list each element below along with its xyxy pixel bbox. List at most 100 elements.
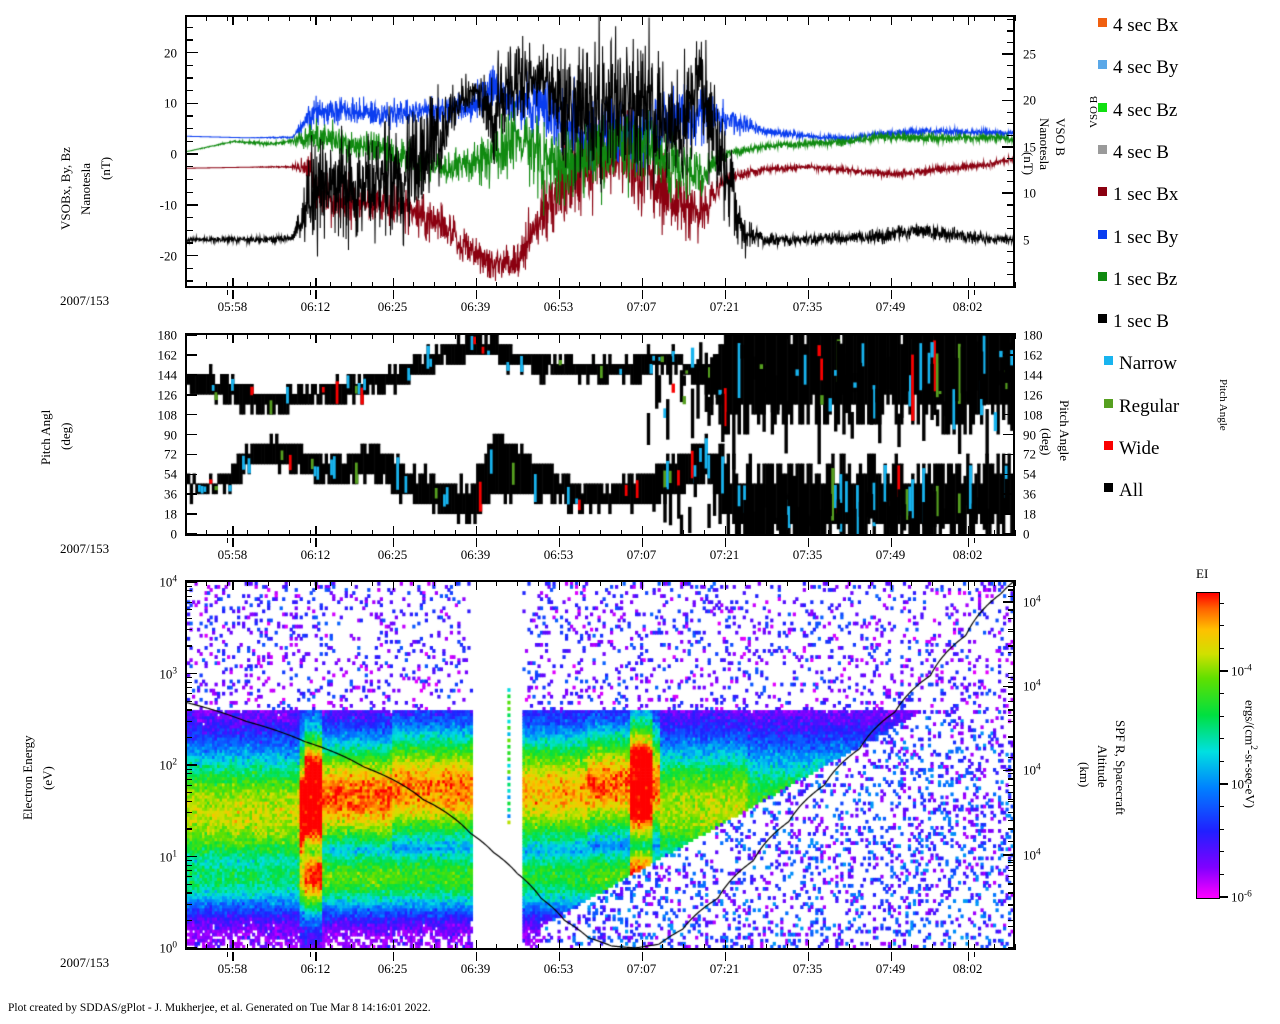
axis-tick <box>1008 773 1013 775</box>
legend-item-1-sec-bx[interactable]: 1 sec Bx <box>1098 185 1178 204</box>
axis-tick <box>247 580 249 586</box>
axis-tick <box>517 530 518 536</box>
axis-tick <box>869 333 871 339</box>
legend-item-label: Regular <box>1119 395 1180 417</box>
axis-tick <box>187 784 192 786</box>
axis-tick <box>1007 262 1013 264</box>
colorbar-gradient <box>1197 593 1219 898</box>
axis-tick <box>724 526 727 536</box>
axis-tick <box>187 617 192 619</box>
axis-tick <box>724 952 726 957</box>
axis-tick <box>952 580 954 586</box>
axis-tick <box>766 944 767 950</box>
pitch-left-tick-0: 0 <box>170 526 178 542</box>
axis-tick <box>187 581 197 583</box>
legend-item-label: 1 sec Bz <box>1113 268 1178 290</box>
colorbar-tick-1e-6: 10-6 <box>1231 889 1252 905</box>
axis-tick <box>1007 169 1013 171</box>
time-tick-label-06:25: 06:25 <box>377 299 408 314</box>
mag-left-tick-0: 0 <box>170 146 178 162</box>
axis-tick <box>232 333 235 343</box>
axis-tick <box>226 15 228 21</box>
axis-tick <box>247 530 249 536</box>
axis-tick <box>1008 715 1013 717</box>
axis-tick <box>226 538 228 543</box>
time-tick-label-06:39: 06:39 <box>460 961 491 976</box>
legend-item-4-sec-bz[interactable]: 4 sec Bz <box>1098 101 1177 120</box>
pitch-left-tick-54: 54 <box>164 466 177 482</box>
axis-tick <box>641 333 644 343</box>
axis-tick <box>579 282 581 288</box>
pitch-right-tick-0: 0 <box>1023 526 1030 542</box>
axis-tick <box>703 580 705 586</box>
axis-tick <box>807 952 809 957</box>
axis-tick <box>932 944 933 950</box>
axis-tick <box>413 333 415 339</box>
axis-tick <box>187 153 193 155</box>
axis-tick <box>1007 146 1013 148</box>
axis-tick <box>766 282 767 288</box>
axis-tick <box>187 800 192 802</box>
pitch-angle-plot-canvas <box>187 335 1013 534</box>
axis-tick <box>496 15 498 21</box>
axis-tick <box>232 538 234 547</box>
colorbar-title: EI <box>1196 566 1209 581</box>
axis-tick <box>187 687 192 689</box>
axis-tick <box>187 128 193 130</box>
axis-tick <box>1008 841 1013 843</box>
axis-tick <box>434 15 435 21</box>
axis-tick <box>1003 433 1013 436</box>
axis-tick <box>330 15 332 21</box>
axis-tick <box>187 720 192 722</box>
legend-item-1-sec-b[interactable]: 1 sec B <box>1098 312 1169 331</box>
legend-item-narrow[interactable]: Narrow <box>1104 354 1177 373</box>
time-tick-label-08:02: 08:02 <box>952 547 983 562</box>
axis-tick <box>1007 123 1013 125</box>
axis-tick <box>641 952 643 957</box>
pitch-left-tick-180: 180 <box>157 327 178 343</box>
legend-item-all[interactable]: All <box>1104 481 1143 500</box>
legend-item-wide[interactable]: Wide <box>1104 439 1159 458</box>
axis-tick <box>786 944 788 950</box>
legend-item-1-sec-bz[interactable]: 1 sec Bz <box>1098 270 1177 289</box>
axis-tick <box>1007 192 1013 194</box>
axis-tick <box>1219 783 1224 785</box>
pitch-left-tick-72: 72 <box>164 446 177 462</box>
mag-date-label: 2007/153 <box>60 293 110 308</box>
axis-tick <box>1008 792 1013 794</box>
legend-item-1-sec-by[interactable]: 1 sec By <box>1098 228 1178 247</box>
axis-tick <box>187 280 193 282</box>
axis-tick <box>641 580 644 590</box>
legend-item-4-sec-by[interactable]: 4 sec By <box>1098 58 1178 77</box>
axis-tick <box>434 333 435 339</box>
axis-tick <box>579 944 581 950</box>
legend-item-label: 4 sec B <box>1113 141 1169 163</box>
axis-tick <box>187 493 197 496</box>
spec-date-label: 2007/153 <box>60 955 110 970</box>
axis-tick <box>454 580 456 586</box>
axis-tick <box>268 333 269 339</box>
axis-tick <box>187 870 192 872</box>
pitch-right-tick-180: 180 <box>1023 327 1043 343</box>
axis-tick <box>807 526 810 536</box>
axis-tick <box>187 736 192 739</box>
axis-tick <box>932 15 933 21</box>
axis-tick <box>967 278 970 288</box>
legend-item-regular[interactable]: Regular <box>1104 397 1179 416</box>
axis-tick <box>187 768 192 770</box>
axis-tick <box>288 15 290 21</box>
mag-right-tick-20: 20 <box>1023 92 1036 108</box>
pitch-left-axis-title-1: Pitch Angl <box>38 409 53 465</box>
legend-item-4-sec-b[interactable]: 4 sec B <box>1098 143 1169 162</box>
legend-color-swatch-icon <box>1098 144 1107 154</box>
axis-tick <box>315 290 317 299</box>
axis-tick <box>1008 784 1013 786</box>
axis-tick <box>1008 919 1013 922</box>
axis-tick <box>226 282 228 288</box>
axis-tick <box>496 944 498 950</box>
axis-tick <box>309 15 311 21</box>
spec-right-tick-1: 104 <box>1023 678 1041 694</box>
legend-item-4-sec-bx[interactable]: 4 sec Bx <box>1098 16 1178 35</box>
axis-tick <box>187 876 192 878</box>
legend-color-swatch-icon <box>1098 187 1107 197</box>
